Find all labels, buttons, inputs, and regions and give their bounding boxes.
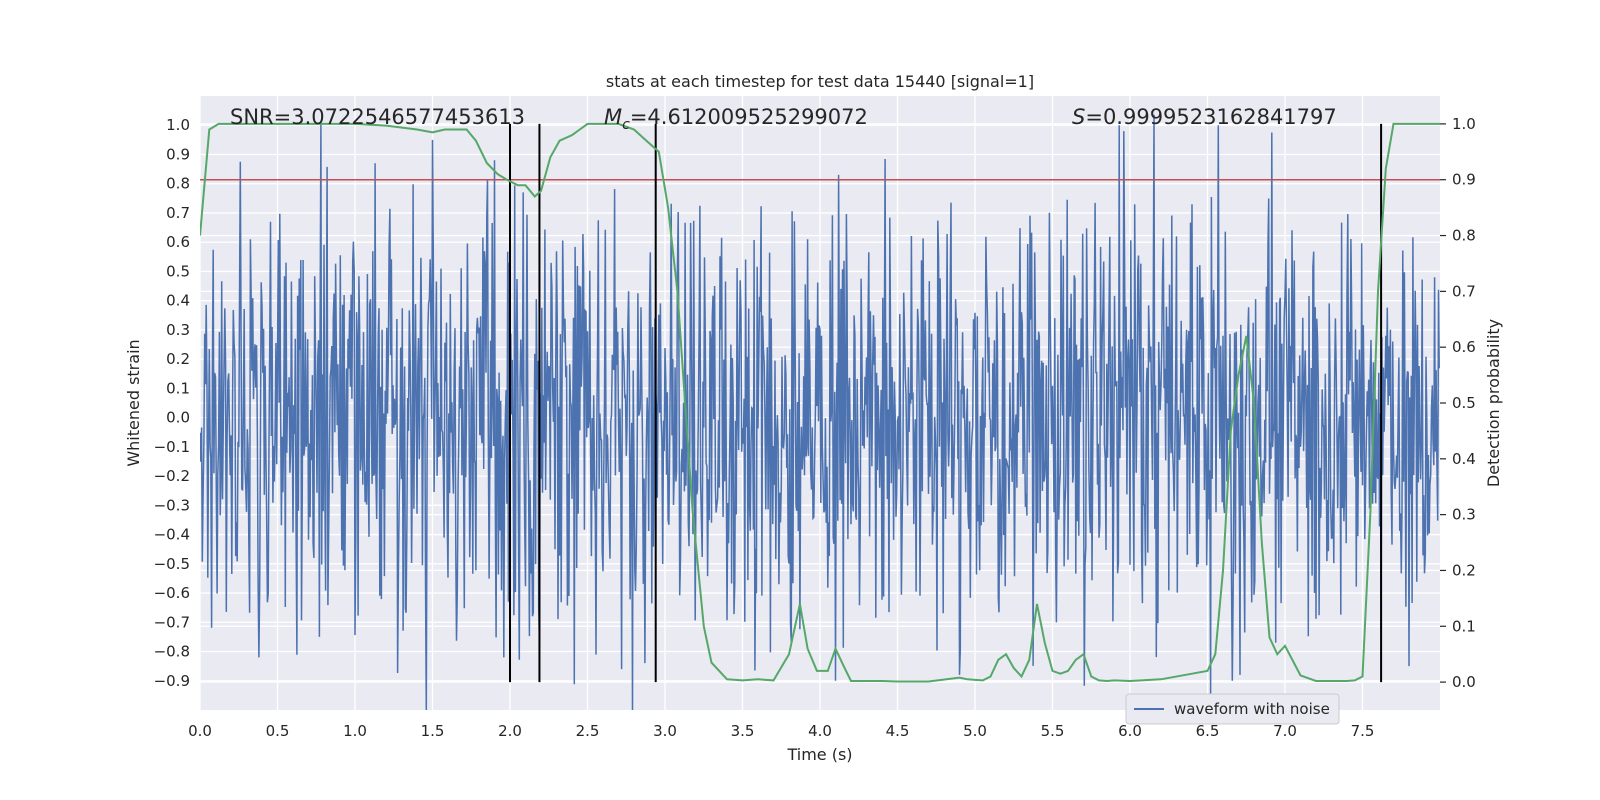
y-tick-label: 0.5	[166, 262, 190, 280]
x-tick-labels: 0.0 0.5 1.0 1.5 2.0 2.5 3.0 3.5 4.0 4.5 5.0 5.5 6.0 6…	[188, 722, 1374, 740]
y-tick-label: 0.4	[166, 292, 190, 310]
x-tick-label: 2.0	[498, 722, 522, 740]
y2-tick-label: 0.2	[1452, 561, 1476, 579]
y-tick-label: 0.1	[166, 379, 190, 397]
y2-tick-labels: 1.0 0.9 0.8 0.7 0.6 0.5 0.4 0.3 0.2 0.1 0.0	[1440, 115, 1476, 691]
y-tick-label: −0.2	[154, 467, 190, 485]
y-tick-label: 0.6	[166, 233, 190, 251]
x-tick-label: 5.5	[1041, 722, 1065, 740]
x-tick-label: 0.5	[266, 722, 290, 740]
x-tick-label: 7.5	[1351, 722, 1375, 740]
y-tick-label: 0.0	[166, 409, 190, 427]
y2-tick-label: 0.3	[1452, 506, 1476, 524]
y2-tick-label: 1.0	[1452, 115, 1476, 133]
y2-tick-label: 0.1	[1452, 617, 1476, 635]
x-axis-label: Time (s)	[786, 745, 852, 764]
waveform-series	[200, 114, 1440, 710]
y-tick-label: 0.8	[166, 175, 190, 193]
y-tick-label: 0.9	[166, 145, 190, 163]
x-tick-label: 0.0	[188, 722, 212, 740]
y-tick-label: −0.6	[154, 584, 190, 602]
chirp-mass-annotation: Mc=4.612009525299072	[604, 105, 868, 133]
y-tick-label: 0.2	[166, 350, 190, 368]
x-tick-label: 5.0	[963, 722, 987, 740]
legend: waveform with noise	[1125, 693, 1340, 725]
x-tick-label: 7.0	[1273, 722, 1297, 740]
y2-tick-label: 0.4	[1452, 450, 1476, 468]
y2-tick-label: 0.6	[1452, 338, 1476, 356]
x-tick-label: 4.5	[886, 722, 910, 740]
y2-tick-label: 0.5	[1452, 394, 1476, 412]
y-tick-label: −0.8	[154, 643, 190, 661]
s-symbol: S	[1072, 105, 1085, 129]
y-tick-label: 1.0	[166, 116, 190, 134]
y-tick-label: 0.3	[166, 321, 190, 339]
y-tick-label: −0.7	[154, 613, 190, 631]
chirp-mass-value: =4.612009525299072	[630, 105, 868, 129]
y-tick-labels: 1.0 0.9 0.8 0.7 0.6 0.5 0.4 0.3 0.2 0.1 0.0 −0.1 −0.…	[154, 116, 190, 690]
vertical-markers	[509, 123, 1383, 683]
chirp-mass-subscript: c	[622, 117, 630, 133]
y2-tick-label: 0.7	[1452, 282, 1476, 300]
y-tick-label: −0.3	[154, 496, 190, 514]
x-tick-label: 1.0	[343, 722, 367, 740]
chirp-mass-symbol: M	[604, 105, 622, 129]
x-tick-label: 6.0	[1118, 722, 1142, 740]
y-axis-label: Whitened strain	[124, 339, 143, 466]
y2-axis-label: Detection probability	[1484, 319, 1503, 487]
y-tick-label: −0.5	[154, 555, 190, 573]
legend-label: waveform with noise	[1174, 700, 1330, 718]
chart-title: stats at each timestep for test data 154…	[606, 72, 1034, 91]
y-tick-label: −0.9	[154, 672, 190, 690]
x-tick-label: 4.0	[808, 722, 832, 740]
y-tick-label: −0.1	[154, 438, 190, 456]
s-value: =0.9999523162841797	[1085, 105, 1336, 129]
s-annotation: S=0.9999523162841797	[1072, 105, 1337, 129]
y2-tick-label: 0.0	[1452, 673, 1476, 691]
x-tick-label: 6.5	[1196, 722, 1220, 740]
y-tick-label: 0.7	[166, 204, 190, 222]
probability-series	[200, 122, 1440, 683]
snr-annotation: SNR=3.0722546577453613	[230, 105, 525, 129]
y-tick-label: −0.4	[154, 526, 190, 544]
x-tick-label: 2.5	[576, 722, 600, 740]
y2-tick-label: 0.9	[1452, 171, 1476, 189]
y2-tick-label: 0.8	[1452, 227, 1476, 245]
x-tick-label: 1.5	[421, 722, 445, 740]
x-tick-label: 3.5	[731, 722, 755, 740]
x-tick-label: 3.0	[653, 722, 677, 740]
legend-box	[1125, 693, 1340, 725]
